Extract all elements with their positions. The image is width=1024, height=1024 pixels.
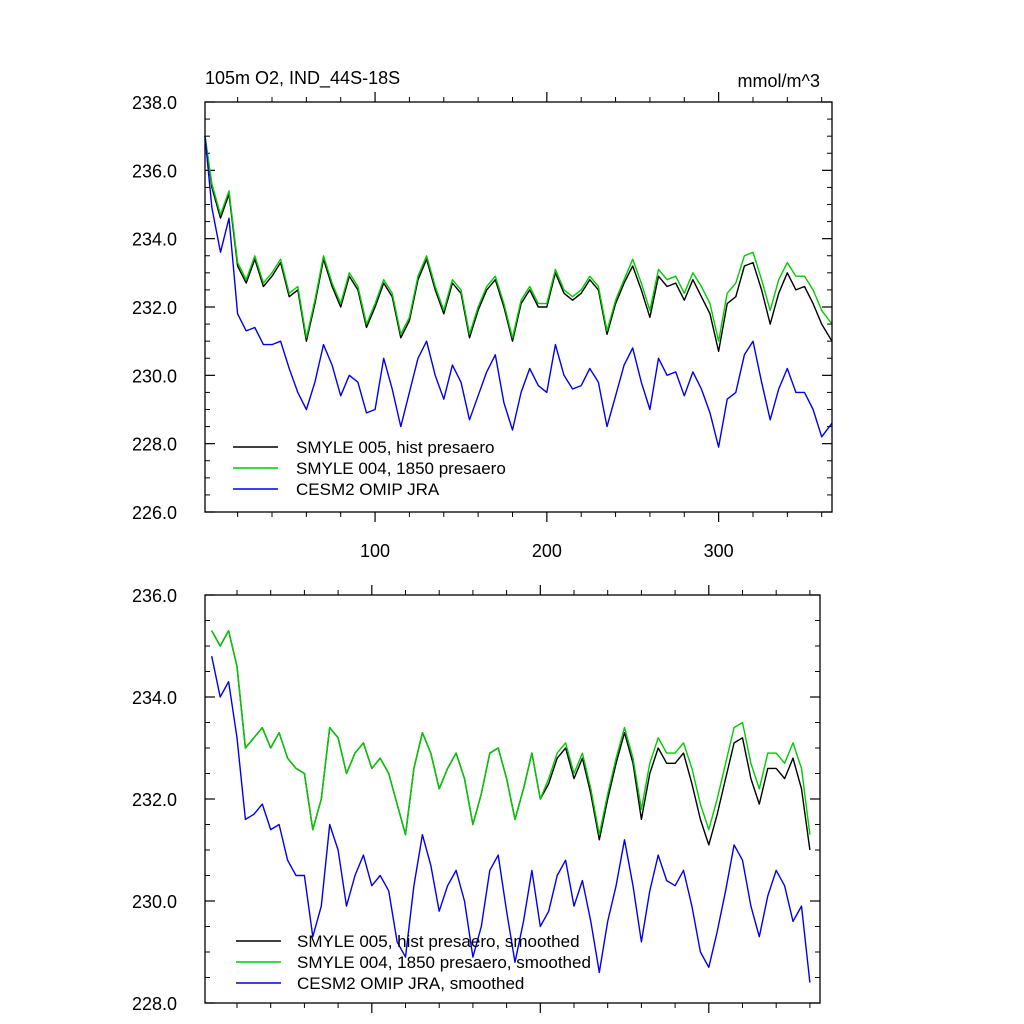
top-panel: 105m O2, IND_44S-18S mmol/m^3 226.0 228.0…: [132, 68, 833, 561]
top-chart-units: mmol/m^3: [738, 71, 820, 91]
series-line: [204, 136, 833, 448]
y-tick-label: 236.0: [132, 586, 177, 606]
y-tick-label: 226.0: [132, 503, 177, 523]
y-tick-label: 234.0: [132, 688, 177, 708]
x-tick-label: 200: [532, 541, 562, 561]
y-tick-label: 230.0: [132, 366, 177, 386]
series-line: [211, 630, 811, 851]
series-line: [204, 136, 833, 342]
bottom-legend: SMYLE 005, hist presaero, smoothed SMYLE …: [236, 932, 591, 993]
legend-label: SMYLE 005, hist presaero: [296, 438, 494, 457]
series-line: [211, 630, 811, 836]
legend-label: SMYLE 005, hist presaero, smoothed: [297, 932, 580, 951]
top-legend: SMYLE 005, hist presaero SMYLE 004, 1850 …: [233, 438, 506, 499]
y-tick-label: 228.0: [132, 994, 177, 1014]
y-tick-label: 238.0: [132, 93, 177, 113]
legend-label: SMYLE 004, 1850 presaero: [296, 459, 506, 478]
top-axis-ticks: 226.0 228.0 230.0 232.0 234.0 236.0 238.0 100 20…: [132, 92, 832, 561]
x-tick-label: 300: [704, 541, 734, 561]
legend-label: CESM2 OMIP JRA, smoothed: [297, 974, 524, 993]
bottom-panel: 228.0 230.0 232.0 234.0 236.0 SMYLE 005, his…: [132, 585, 821, 1014]
y-tick-label: 234.0: [132, 230, 177, 250]
y-tick-label: 228.0: [132, 435, 177, 455]
series-line: [211, 656, 811, 983]
y-tick-label: 236.0: [132, 161, 177, 181]
bottom-plot-frame: [204, 594, 821, 1004]
x-tick-label: 100: [360, 541, 390, 561]
top-plot-frame: [204, 101, 833, 513]
top-series-group: [204, 136, 833, 448]
bottom-axis-ticks: 228.0 230.0 232.0 234.0 236.0: [132, 585, 820, 1014]
legend-label: CESM2 OMIP JRA: [296, 480, 440, 499]
y-tick-label: 230.0: [132, 892, 177, 912]
y-tick-label: 232.0: [132, 790, 177, 810]
legend-label: SMYLE 004, 1850 presaero, smoothed: [297, 953, 591, 972]
series-line: [204, 136, 833, 353]
bottom-series-group: [211, 630, 811, 983]
y-tick-label: 232.0: [132, 298, 177, 318]
top-chart-title: 105m O2, IND_44S-18S: [205, 68, 400, 89]
